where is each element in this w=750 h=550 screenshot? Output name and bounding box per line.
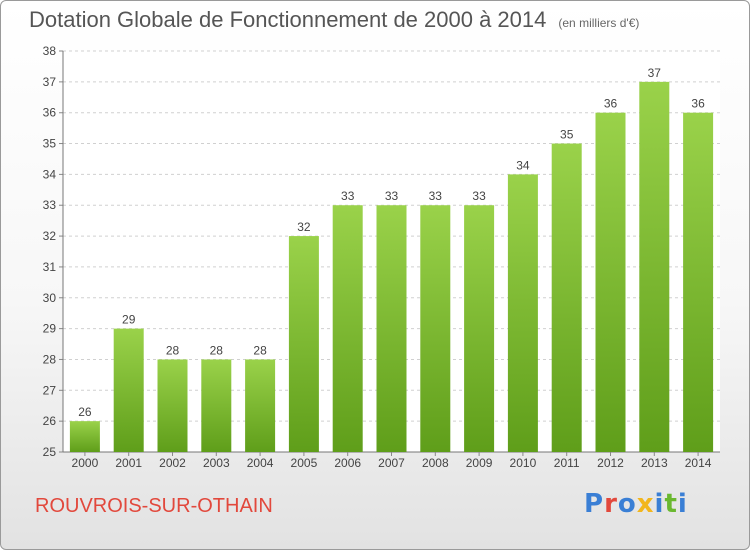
- data-label: 29: [122, 313, 136, 327]
- bar: [376, 205, 407, 452]
- data-label: 33: [472, 189, 486, 203]
- data-label: 33: [385, 189, 399, 203]
- commune-name: ROUVROIS-SUR-OTHAIN: [35, 495, 273, 517]
- x-tick-label: 2008: [422, 456, 449, 470]
- bar: [639, 81, 670, 452]
- y-tick-label: 33: [43, 198, 57, 212]
- logo-letter: P: [584, 489, 605, 519]
- x-tick-label: 2011: [554, 456, 580, 470]
- bar: [551, 143, 582, 453]
- bar: [683, 112, 714, 452]
- proxiti-logo: Proxiti: [584, 489, 688, 519]
- x-tick-label: 2002: [159, 456, 186, 470]
- y-tick-label: 36: [43, 106, 57, 120]
- y-tick-label: 26: [43, 414, 57, 428]
- bar: [69, 421, 100, 452]
- x-tick-label: 2012: [597, 456, 624, 470]
- y-tick-label: 37: [43, 75, 57, 89]
- data-label: 28: [210, 343, 224, 357]
- logo-letter: t: [664, 489, 678, 519]
- y-tick-label: 31: [43, 260, 57, 274]
- data-label: 32: [297, 220, 311, 234]
- y-tick-label: 28: [43, 352, 57, 366]
- logo-letter: i: [654, 489, 665, 519]
- y-tick-label: 32: [43, 229, 57, 243]
- x-tick-label: 2001: [115, 456, 142, 470]
- bar: [201, 359, 232, 452]
- y-tick-label: 27: [43, 383, 57, 397]
- x-tick-label: 2005: [291, 456, 318, 470]
- x-tick-label: 2006: [334, 456, 361, 470]
- y-tick-label: 35: [43, 137, 57, 151]
- bar: [113, 328, 144, 452]
- logo-letter: r: [604, 489, 618, 519]
- y-tick-label: 25: [43, 445, 57, 459]
- chart-unit: (en milliers d'€): [558, 16, 640, 30]
- logo-letter: o: [617, 489, 637, 519]
- x-tick-label: 2014: [685, 456, 712, 470]
- data-label: 28: [253, 343, 267, 357]
- data-label: 36: [604, 97, 618, 111]
- y-tick-label: 34: [43, 167, 57, 181]
- y-tick-label: 30: [43, 291, 57, 305]
- chart-title-text: Dotation Globale de Fonctionnement de 20…: [29, 7, 547, 32]
- x-tick-label: 2010: [510, 456, 537, 470]
- chart-title: Dotation Globale de Fonctionnement de 20…: [29, 7, 639, 33]
- x-tick-label: 2003: [203, 456, 230, 470]
- logo-letter: x: [636, 489, 655, 519]
- data-label: 33: [341, 189, 355, 203]
- bar: [420, 205, 451, 452]
- bar: [245, 359, 276, 452]
- logo-letter: i: [677, 489, 688, 519]
- bar: [507, 174, 538, 452]
- x-tick-label: 2013: [641, 456, 668, 470]
- bar: [288, 236, 319, 452]
- bar: [157, 359, 188, 452]
- bar: [332, 205, 363, 452]
- data-label: 36: [691, 97, 705, 111]
- data-label: 33: [429, 189, 443, 203]
- x-tick-label: 2007: [378, 456, 405, 470]
- x-tick-label: 2004: [247, 456, 274, 470]
- y-tick-label: 29: [43, 322, 57, 336]
- data-label: 35: [560, 128, 574, 142]
- data-label: 28: [166, 343, 180, 357]
- x-tick-label: 2000: [72, 456, 99, 470]
- bar: [464, 205, 495, 452]
- bar: [595, 112, 626, 452]
- data-label: 26: [78, 405, 92, 419]
- y-tick-label: 38: [43, 44, 57, 58]
- data-label: 34: [516, 158, 530, 172]
- x-tick-label: 2009: [466, 456, 493, 470]
- data-label: 37: [648, 66, 662, 80]
